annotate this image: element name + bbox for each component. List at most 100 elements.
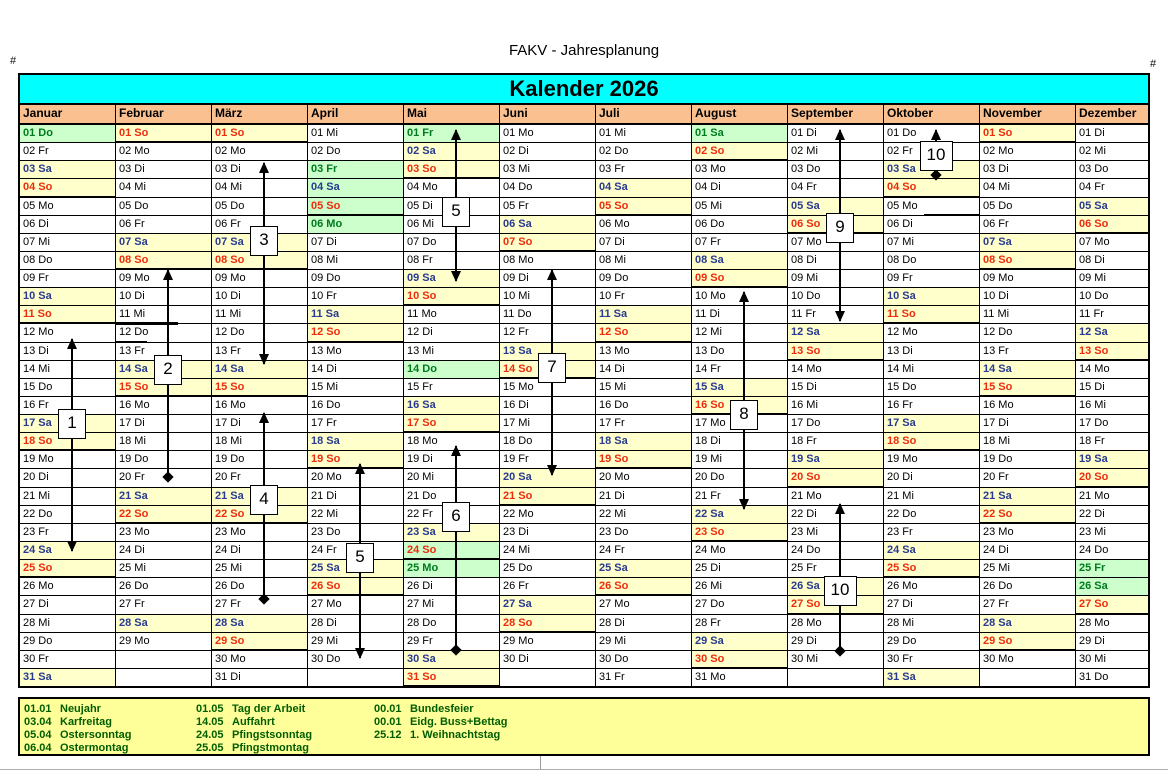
day-cell-september-10: 10 Do: [788, 288, 883, 307]
day-cell-februar-29: 29 Mo: [116, 632, 211, 651]
day-cell-august-26: 26 Mi: [692, 578, 787, 597]
month-header: Dezember: [1076, 105, 1148, 125]
day-cell-august-29: 29 Sa: [692, 632, 787, 651]
day-cell-märz-2: 02 Mo: [212, 143, 307, 162]
day-cell-februar-7: 07 Sa: [116, 233, 211, 252]
day-cell-juli-3: 03 Fr: [596, 161, 691, 180]
day-cell-märz-15: 15 So: [212, 378, 307, 397]
day-cell-august-1: 01 Sa: [692, 125, 787, 144]
day-cell-märz-31: 31 Di: [212, 668, 307, 688]
day-cell-juli-4: 04 Sa: [596, 179, 691, 198]
day-cell-dezember-7: 07 Mo: [1076, 233, 1148, 252]
day-cell-november-27: 27 Fr: [980, 596, 1075, 615]
day-cell-juni-29: 29 Mo: [500, 632, 595, 651]
day-cell-september-28: 28 Mo: [788, 614, 883, 633]
arrow-up-icon: [451, 444, 461, 456]
legend-label: Bundesfeier: [410, 702, 474, 715]
day-cell-november-20: 20 Fr: [980, 469, 1075, 488]
day-cell-august-25: 25 Di: [692, 560, 787, 579]
day-cell-januar-31: 31 Sa: [20, 668, 115, 688]
day-cell-juli-6: 06 Mo: [596, 215, 691, 234]
day-cell-januar-13: 13 Di: [20, 342, 115, 361]
period-number-box: 6: [442, 501, 470, 532]
day-cell-november-21: 21 Sa: [980, 487, 1075, 506]
day-cell-februar-22: 22 So: [116, 505, 211, 524]
day-cell-august-8: 08 Sa: [692, 251, 787, 271]
day-cell-oktober-25: 25 So: [884, 560, 979, 579]
day-cell-juni-25: 25 Do: [500, 560, 595, 579]
day-cell-januar-1: 01 Do: [20, 125, 115, 144]
period-number-box: 3: [250, 226, 278, 257]
day-cell-juli-31: 31 Fr: [596, 668, 691, 688]
day-cell-juli-2: 02 Do: [596, 143, 691, 162]
page-bottom-border: [0, 769, 1168, 770]
arrow-down-icon: [547, 464, 557, 476]
day-cell-märz-18: 18 Mi: [212, 433, 307, 452]
month-header: Mai: [404, 105, 499, 125]
day-cell-januar-5: 05 Mo: [20, 197, 115, 216]
day-cell-juli-26: 26 So: [596, 578, 691, 597]
legend-item: 14.05 Auffahrt: [196, 716, 275, 728]
day-cell-juni-24: 24 Mi: [500, 541, 595, 561]
day-cell-november-23: 23 Mo: [980, 523, 1075, 542]
day-cell-november-28: 28 Sa: [980, 614, 1075, 633]
month-header: April: [308, 105, 403, 125]
day-cell-februar-17: 17 Di: [116, 415, 211, 434]
day-cell-oktober-27: 27 Di: [884, 596, 979, 615]
period-number-box: 10: [919, 140, 953, 171]
day-cell-märz-11: 11 Mi: [212, 306, 307, 325]
day-cell-mai-12: 12 Di: [404, 324, 499, 343]
arrow-down-icon: [739, 499, 749, 511]
arrow-up-icon: [451, 129, 461, 141]
arrow-down-icon: [835, 310, 845, 322]
day-cell-november-26: 26 Do: [980, 578, 1075, 597]
day-cell-januar-15: 15 Do: [20, 378, 115, 397]
day-cell-juni-3: 03 Mi: [500, 161, 595, 180]
legend-date: 24.05: [196, 728, 224, 741]
day-cell-januar-26: 26 Mo: [20, 578, 115, 597]
day-cell-april-31: [308, 668, 403, 688]
day-cell-mai-8: 08 Fr: [404, 251, 499, 271]
day-cell-märz-14: 14 Sa: [212, 360, 307, 379]
day-cell-dezember-9: 09 Mi: [1076, 270, 1148, 289]
arrow-up-icon: [547, 269, 557, 281]
day-cell-märz-12: 12 Do: [212, 324, 307, 343]
day-cell-november-30: 30 Mo: [980, 650, 1075, 669]
day-cell-februar-21: 21 Sa: [116, 487, 211, 506]
day-cell-juni-8: 08 Mo: [500, 251, 595, 271]
day-cell-märz-4: 04 Mi: [212, 179, 307, 198]
day-cell-dezember-12: 12 Sa: [1076, 324, 1148, 343]
day-cell-november-12: 12 Do: [980, 324, 1075, 343]
day-cell-februar-24: 24 Di: [116, 541, 211, 561]
legend-date: 06.04: [24, 742, 52, 755]
day-cell-juli-16: 16 Do: [596, 396, 691, 416]
day-cell-april-28: 28 Di: [308, 614, 403, 633]
day-cell-dezember-28: 28 Mo: [1076, 614, 1148, 633]
day-cell-januar-9: 09 Fr: [20, 270, 115, 289]
day-cell-januar-28: 28 Mi: [20, 614, 115, 633]
day-cell-august-11: 11 Di: [692, 306, 787, 325]
calendar-table: Kalender 2026 Januar 01 Do 02 Fr 03 Sa 04 So…: [18, 73, 1150, 688]
month-column-april: April 01 Mi 02 Do 03 Fr 04 Sa 05 So 06 Mo 07 Di…: [308, 105, 404, 688]
day-cell-märz-24: 24 Di: [212, 541, 307, 561]
legend-item: 01.01 Neujahr: [24, 703, 101, 715]
day-cell-dezember-25: 25 Fr: [1076, 560, 1148, 579]
day-cell-februar-10: 10 Di: [116, 288, 211, 307]
day-cell-juni-11: 11 Do: [500, 306, 595, 325]
day-cell-januar-10: 10 Sa: [20, 288, 115, 307]
day-cell-februar-2: 02 Mo: [116, 143, 211, 162]
day-cell-juni-10: 10 Mi: [500, 288, 595, 307]
day-cell-september-19: 19 Sa: [788, 451, 883, 470]
day-cell-juli-1: 01 Mi: [596, 125, 691, 144]
day-cell-märz-1: 01 So: [212, 125, 307, 144]
arrow-down-icon: [451, 270, 461, 282]
legend-date: 14.05: [196, 715, 224, 728]
day-cell-juli-25: 25 Sa: [596, 560, 691, 579]
day-cell-april-13: 13 Mo: [308, 342, 403, 361]
day-cell-april-23: 23 Do: [308, 523, 403, 542]
day-cell-dezember-31: 31 Do: [1076, 668, 1148, 688]
day-cell-oktober-9: 09 Fr: [884, 270, 979, 289]
day-cell-oktober-13: 13 Di: [884, 342, 979, 361]
day-cell-mai-31: 31 So: [404, 668, 499, 688]
day-cell-august-12: 12 Mi: [692, 324, 787, 343]
